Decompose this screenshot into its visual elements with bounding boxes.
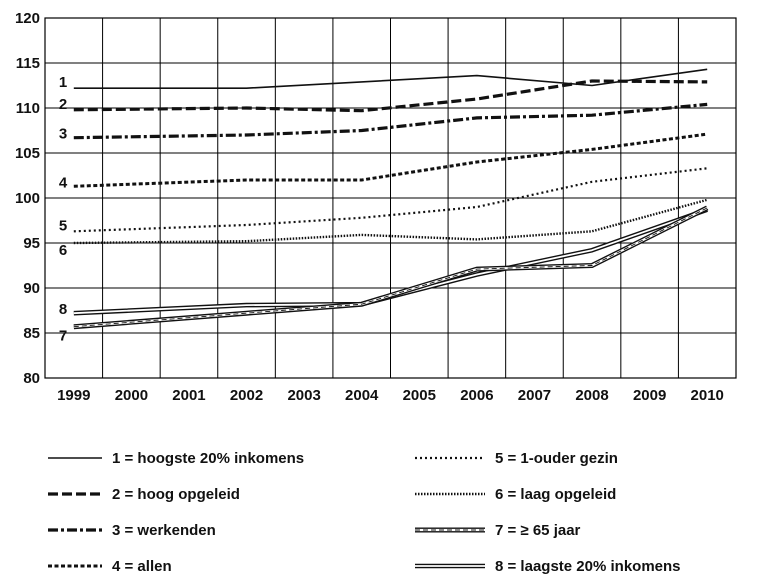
x-tick-label: 2005	[403, 387, 436, 404]
y-tick-label: 105	[15, 145, 40, 162]
legend-label-2: 2 = hoog opgeleid	[112, 486, 240, 503]
x-tick-label: 2010	[691, 387, 724, 404]
plot-grid	[44, 17, 737, 379]
y-tick-label: 110	[16, 100, 40, 117]
series-line-8-inner	[73, 208, 708, 315]
x-tick-label: 2003	[287, 387, 320, 404]
series-lines	[73, 68, 709, 330]
legend-label-4: 4 = allen	[112, 558, 172, 575]
x-tick-label: 2006	[460, 387, 493, 404]
legend-label-6: 6 = laag opgeleid	[495, 486, 616, 503]
x-tick-label: 2007	[518, 387, 551, 404]
legend-label-1: 1 = hoogste 20% inkomens	[112, 450, 304, 467]
legend-label-7: 7 = ≥ 65 jaar	[495, 522, 581, 539]
legend-label-3: 3 = werkenden	[112, 522, 216, 539]
x-tick-label: 2004	[345, 387, 379, 404]
series-line-4	[73, 132, 708, 188]
x-tick-label: 2001	[172, 387, 205, 404]
series-line-5	[73, 167, 708, 233]
series-labels: 1 2 3 4 5 6 7 8	[59, 74, 68, 345]
series-label-2: 2	[59, 96, 67, 113]
legend: 1 = hoogste 20% inkomens 2 = hoog opgelei…	[48, 450, 681, 575]
y-tick-label: 115	[16, 55, 40, 72]
series-label-8: 8	[59, 301, 67, 318]
x-tick-label: 2002	[230, 387, 263, 404]
x-tick-label: 1999	[57, 387, 90, 404]
series-label-4: 4	[59, 174, 68, 191]
y-tick-label: 95	[23, 235, 40, 252]
y-tick-label: 100	[15, 190, 40, 207]
y-tick-label: 120	[15, 10, 40, 27]
legend-label-5: 5 = 1-ouder gezin	[495, 450, 618, 467]
series-line-3	[73, 102, 708, 140]
y-tick-label: 80	[23, 370, 40, 387]
series-label-5: 5	[59, 217, 67, 234]
x-tick-label: 2009	[633, 387, 666, 404]
legend-label-8: 8 = laagste 20% inkomens	[495, 558, 681, 575]
series-line-6	[73, 198, 708, 245]
series-label-6: 6	[59, 242, 67, 259]
y-tick-label: 90	[23, 280, 40, 297]
series-label-3: 3	[59, 126, 67, 143]
x-tick-label: 2000	[115, 387, 148, 404]
series-line-7-core	[73, 207, 708, 328]
plot-frame	[44, 17, 737, 379]
series-line-2	[73, 79, 708, 113]
series-line-1	[73, 68, 708, 89]
x-tick-label: 2008	[575, 387, 608, 404]
y-tick-label: 85	[23, 325, 40, 342]
series-label-1: 1	[59, 74, 67, 91]
series-label-7: 7	[59, 328, 67, 345]
